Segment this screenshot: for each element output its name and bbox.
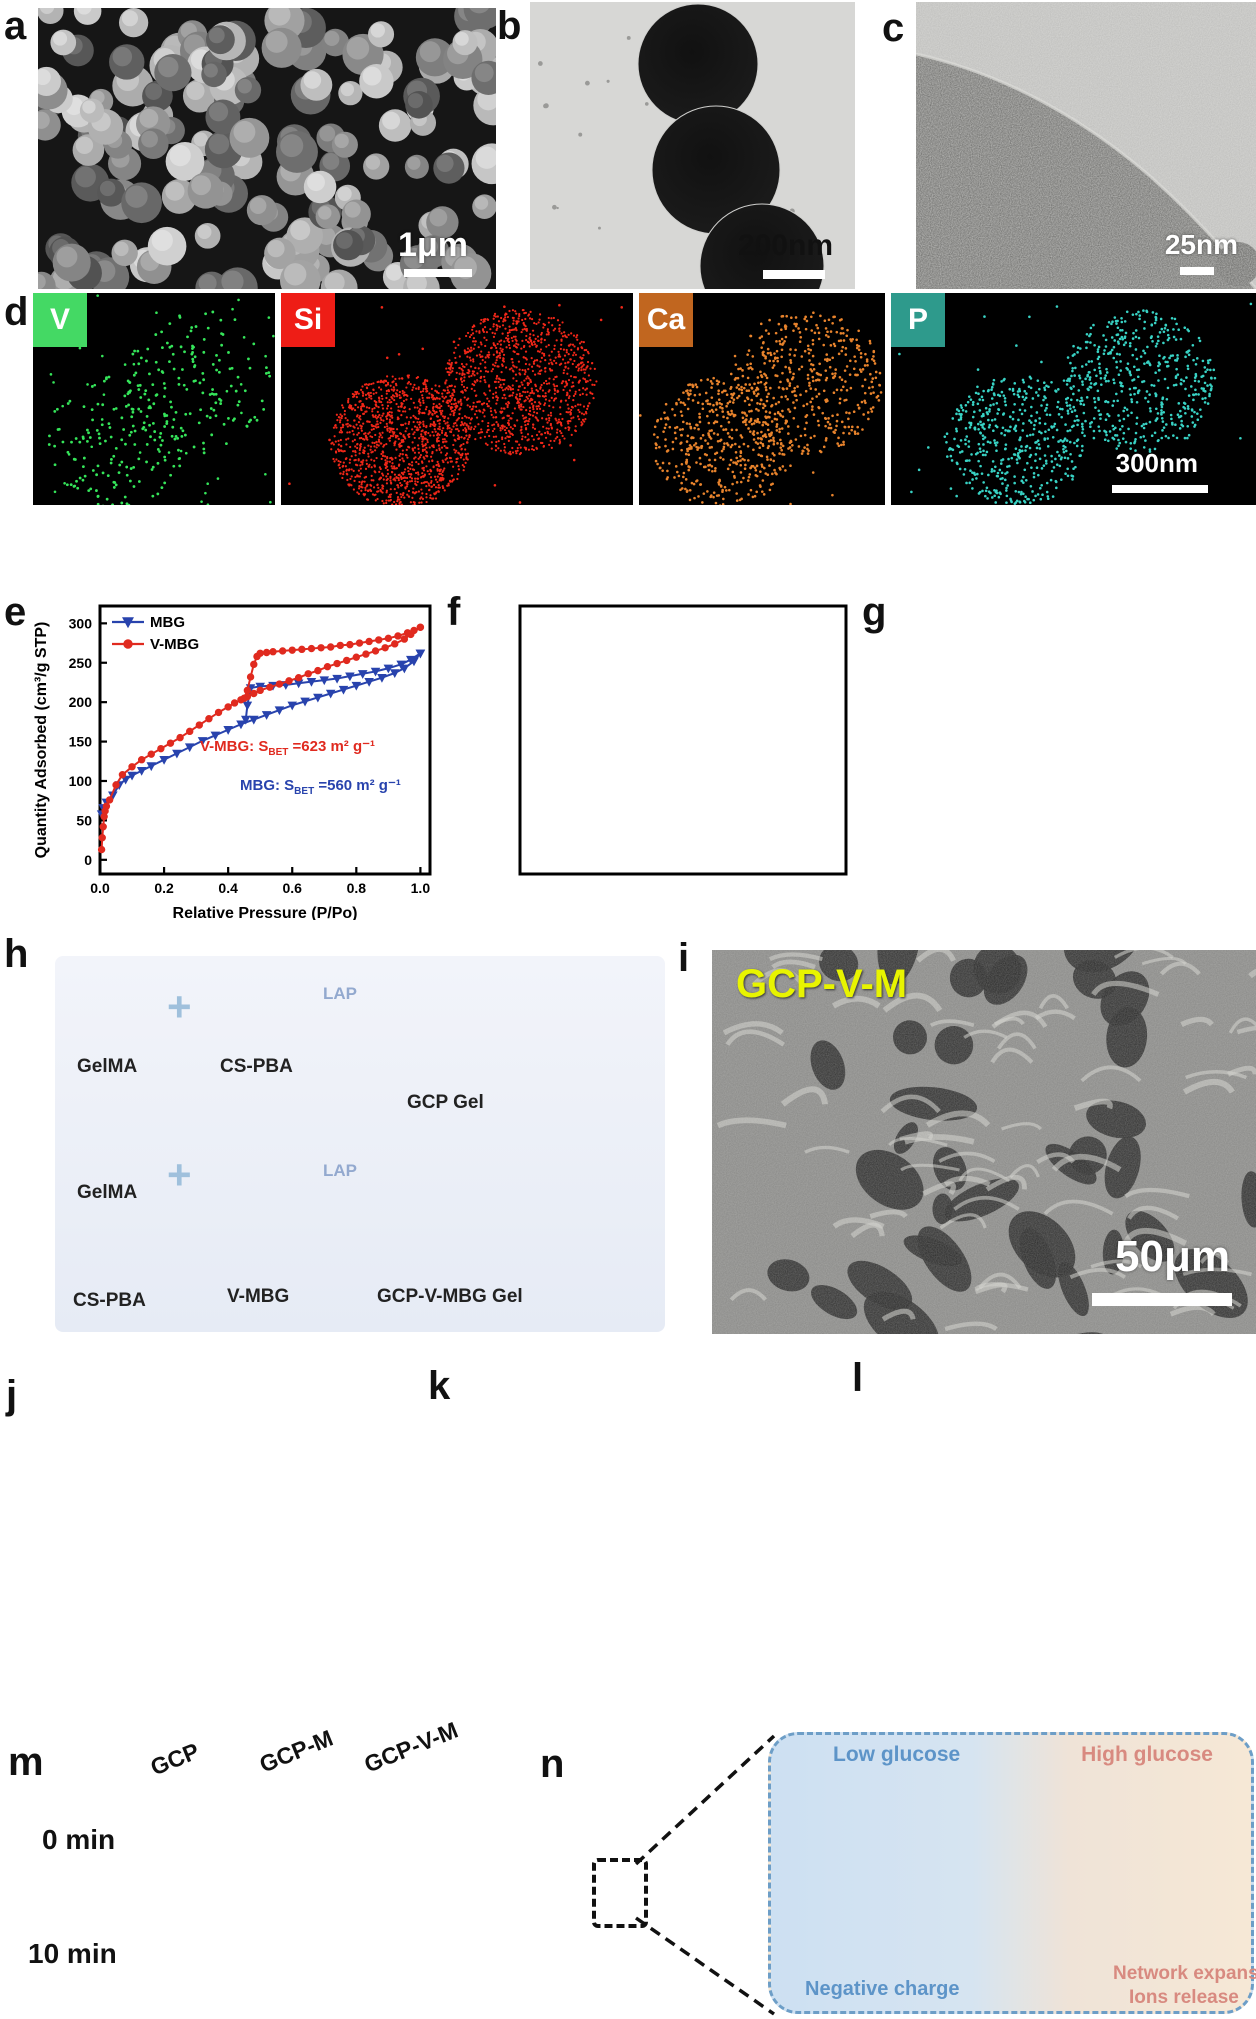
svg-text:0.8: 0.8 <box>347 880 367 896</box>
tem-spheres-texture <box>537 3 825 289</box>
ions-release-label: Ions release <box>1129 1987 1239 2008</box>
scalebar-label-c: 25nm <box>1164 229 1238 260</box>
plus-sign-2: + <box>167 1151 192 1198</box>
row-label-10min: 10 min <box>28 1938 117 1969</box>
panel-label-n: n <box>540 1742 565 1786</box>
glucose-arrow-group <box>967 1823 1057 1893</box>
sem-spheres-texture <box>38 8 496 289</box>
eds-map-P: P 300nm <box>891 293 1256 505</box>
chart-l-release <box>875 1352 1256 1692</box>
gel-synthesis-scheme: GelMA + CS-PBA LAP GCP Gel GelMA CS-PBA … <box>55 956 665 1332</box>
panel-label-k: k <box>428 1364 451 1408</box>
svg-text:0.0: 0.0 <box>90 880 110 896</box>
panel-label-g: g <box>862 590 887 634</box>
lap-label-2: LAP <box>323 1161 357 1180</box>
column-header-gcp: GCP <box>146 1737 203 1781</box>
gel-sem-title: GCP-V-M <box>736 962 908 1006</box>
panel-label-j: j <box>6 1373 18 1417</box>
eds-map-V: V <box>33 293 275 505</box>
eds-map-Ca: Ca <box>639 293 885 505</box>
panel-label-h: h <box>4 932 29 976</box>
scalebar-label-d: 300nm <box>1115 448 1198 478</box>
cspba-label-2: CS-PBA <box>73 1290 146 1311</box>
gelma-label-2: GelMA <box>77 1182 138 1203</box>
scalebar-d <box>1112 485 1208 493</box>
row-label-0min: 0 min <box>42 1824 116 1855</box>
vmbg-label: V-MBG <box>227 1286 290 1307</box>
gcp-vmbg-gel-label: GCP-V-MBG Gel <box>377 1286 523 1307</box>
svg-text:0.6: 0.6 <box>282 880 302 896</box>
sem-pores-texture <box>712 950 1256 1334</box>
network-lowglucose-diagram <box>783 1771 998 1971</box>
element-label-Ca: Ca <box>639 293 693 347</box>
column-header-gcpm: GCP-M <box>255 1724 337 1778</box>
scalebar-label-i: 50μm <box>1115 1232 1230 1281</box>
element-label-P: P <box>891 293 945 347</box>
scalebar-c <box>1180 267 1214 275</box>
scalebar-a <box>404 269 472 277</box>
zoom-region-box <box>592 1858 648 1928</box>
charge-arrow-group <box>961 1957 1111 2009</box>
sbet-annotation-vmbg: V-MBG: SBET =623 m² g⁻¹ <box>200 738 376 758</box>
svg-text:0.4: 0.4 <box>218 880 238 896</box>
chart-k-rheology <box>450 1352 850 1692</box>
network-expansion-label: Network expansion <box>1113 1963 1256 1984</box>
sbet-annotation-mbg: MBG: SBET =560 m² g⁻¹ <box>240 777 401 797</box>
gcp-gel-label: GCP Gel <box>407 1092 484 1113</box>
zoom-connector-lines <box>634 1734 776 2016</box>
eds-dots-V <box>47 294 275 505</box>
cspba-label-1: CS-PBA <box>220 1056 293 1077</box>
high-glucose-label: High glucose <box>1081 1743 1213 1766</box>
panel-label-m: m <box>8 1740 44 1784</box>
element-label-V: V <box>33 293 87 347</box>
svg-text:0.2: 0.2 <box>154 880 174 896</box>
low-glucose-label: Low glucose <box>833 1743 961 1766</box>
sem-image-a: 1μm <box>38 8 496 289</box>
hrtem-texture <box>916 2 1256 289</box>
panel-label-e: e <box>4 590 27 634</box>
eds-dots-P <box>898 302 1253 505</box>
scalebar-label-a: 1μm <box>398 226 468 264</box>
gelma-label-1: GelMA <box>77 1056 138 1077</box>
network-highglucose-diagram <box>1027 1771 1242 1971</box>
eds-dots-Ca <box>639 296 883 505</box>
panel-label-d: d <box>4 290 29 334</box>
chart-j-ftir <box>25 1352 435 1692</box>
column-header-gcpvm: GCP-V-M <box>360 1716 462 1778</box>
eds-dots-Si <box>288 303 624 505</box>
glucose-response-scheme: Low glucose High glucose Negative charge… <box>768 1732 1256 2014</box>
chart-e-isotherm: 0.0 0.2 0.4 0.6 0.8 1.0050100150200250300Rela… <box>33 604 432 920</box>
tem-image-b: 200nm <box>530 2 855 289</box>
element-label-Si: Si <box>281 293 335 347</box>
scalebar-label-b: 200nm <box>737 229 833 262</box>
lap-label-1: LAP <box>323 984 357 1003</box>
chart-g-ion-release <box>880 520 1256 920</box>
plus-sign-1: + <box>167 983 192 1030</box>
eds-map-Si: Si <box>281 293 633 505</box>
panel-label-c: c <box>882 6 905 50</box>
chart-f-raman <box>518 604 848 876</box>
panel-label-i: i <box>678 936 690 980</box>
panel-label-a: a <box>4 4 27 48</box>
panel-label-l: l <box>852 1356 864 1400</box>
negative-charge-label: Negative charge <box>805 1978 960 2000</box>
sem-image-i: GCP-V-M 50μm <box>712 950 1256 1334</box>
panel-label-b: b <box>497 4 522 48</box>
scalebar-i <box>1092 1293 1232 1306</box>
panel-label-f: f <box>447 590 461 634</box>
hrtem-image-c: 25nm <box>916 2 1256 289</box>
scalebar-b <box>763 270 825 279</box>
